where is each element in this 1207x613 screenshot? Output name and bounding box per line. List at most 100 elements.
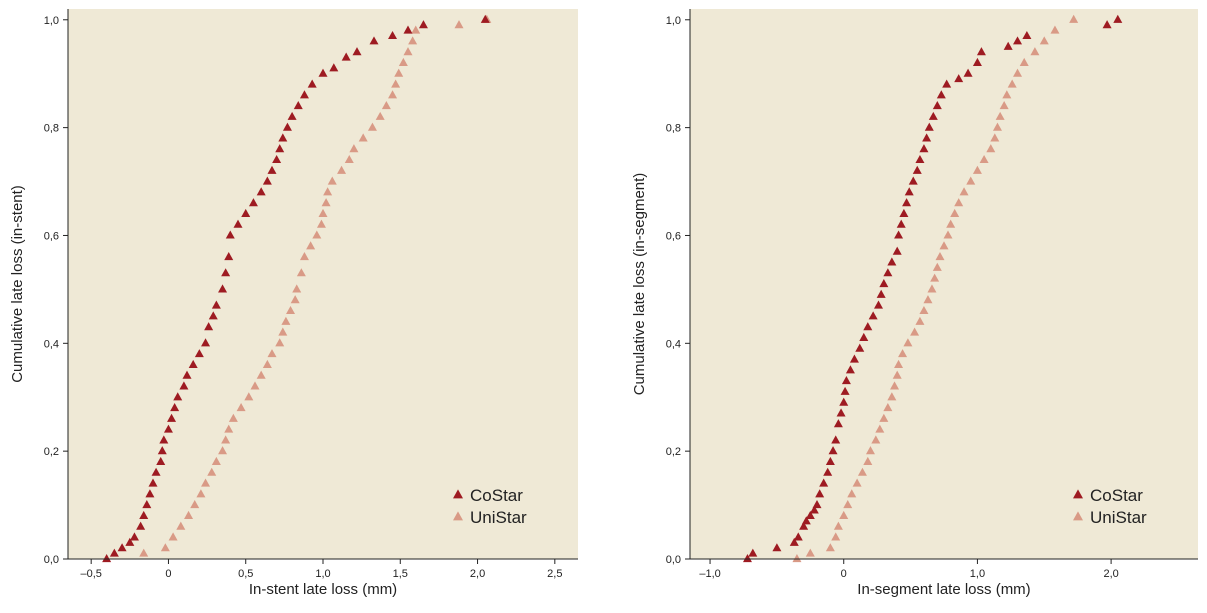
data-point-unistar	[296, 268, 306, 277]
data-point-unistar	[176, 521, 186, 530]
data-point-unistar	[160, 543, 170, 552]
y-tick-label: 0,8	[44, 123, 59, 135]
data-point-costar	[224, 252, 234, 261]
y-tick-label: 0,4	[666, 338, 681, 350]
data-point-costar	[904, 187, 914, 196]
data-point-costar	[928, 111, 938, 120]
data-point-costar	[225, 230, 235, 239]
data-point-costar	[1022, 30, 1032, 40]
data-point-unistar	[278, 327, 288, 336]
x-tick-label: 0	[841, 568, 847, 580]
data-point-unistar	[950, 208, 960, 217]
data-point-unistar	[875, 424, 885, 433]
data-point-unistar	[966, 176, 976, 185]
data-point-costar	[836, 408, 846, 417]
data-point-costar	[805, 510, 815, 519]
data-point-costar	[179, 381, 189, 390]
data-point-costar	[418, 20, 428, 29]
data-point-costar	[272, 154, 282, 164]
data-point-costar	[899, 208, 909, 217]
y-tick-label: 0,8	[666, 123, 681, 135]
data-point-costar	[1102, 20, 1112, 29]
data-point-costar	[849, 354, 859, 363]
data-point-unistar	[871, 435, 881, 444]
y-tick-label: 1,0	[44, 15, 59, 27]
data-point-unistar	[221, 435, 231, 444]
data-point-costar	[142, 500, 152, 509]
y-axis-label: Cumulative late loss (in-segment)	[631, 173, 648, 396]
data-point-unistar	[275, 338, 285, 347]
data-point-costar	[799, 521, 809, 530]
x-tick-label: 2,0	[1103, 568, 1118, 580]
data-point-unistar	[954, 198, 964, 207]
data-point-unistar	[201, 478, 211, 487]
data-point-costar	[1013, 36, 1023, 45]
data-point-unistar	[943, 230, 953, 239]
legend-label-unistar: UniStar	[470, 508, 527, 527]
data-point-unistar	[184, 510, 194, 519]
data-point-unistar	[168, 532, 178, 541]
data-point-costar	[307, 79, 317, 88]
data-point-costar	[293, 101, 303, 110]
data-point-costar	[863, 322, 873, 331]
data-point-costar	[145, 489, 155, 498]
data-point-unistar	[879, 413, 889, 422]
data-point-unistar	[316, 219, 326, 228]
data-point-costar	[887, 257, 897, 266]
data-point-costar	[221, 268, 231, 277]
legend-triangle-icon	[453, 489, 463, 499]
data-point-costar	[233, 219, 243, 228]
data-point-costar	[188, 359, 198, 368]
y-tick-label: 0,0	[666, 554, 681, 566]
legend-marker-costar	[1073, 489, 1083, 499]
x-tick-label: 1,0	[315, 568, 330, 580]
data-point-unistar	[218, 446, 228, 455]
legend-triangle-icon	[1073, 489, 1083, 499]
data-point-costar	[480, 14, 490, 23]
data-point-costar	[801, 516, 811, 525]
data-point-unistar	[986, 144, 996, 153]
data-point-costar	[868, 311, 878, 320]
data-point-unistar	[1050, 25, 1060, 34]
data-point-unistar	[919, 305, 929, 315]
data-point-costar	[109, 548, 119, 557]
data-point-unistar	[318, 208, 328, 217]
data-point-costar	[204, 322, 214, 331]
data-point-costar	[789, 537, 799, 546]
data-point-costar	[922, 133, 932, 142]
data-point-costar	[873, 300, 883, 309]
data-point-unistar	[959, 187, 969, 196]
y-tick-label: 0,6	[44, 230, 59, 242]
data-point-costar	[341, 52, 351, 61]
data-point-costar	[194, 349, 204, 358]
data-point-costar	[828, 446, 838, 455]
data-point-unistar	[323, 187, 333, 196]
data-point-unistar	[292, 284, 302, 293]
y-tick-label: 0,6	[666, 230, 681, 242]
data-point-unistar	[892, 370, 902, 379]
data-point-unistar	[312, 230, 322, 239]
data-point-costar	[855, 343, 865, 352]
data-point-costar	[823, 467, 833, 476]
y-tick-label: 1,0	[666, 15, 681, 27]
data-point-unistar	[375, 111, 385, 120]
y-tick-label: 0,2	[44, 446, 59, 458]
data-point-costar	[403, 25, 413, 34]
legend-label-costar: CoStar	[1090, 486, 1143, 505]
chart-panel-in-stent: –0,5 0 0,5 1,0 1,5 2,0 2,5 0,0 0,2 0,4 0,6 0,8 1,0 I…	[9, 9, 578, 598]
x-tick-label: –0,5	[80, 568, 101, 580]
plot-area	[68, 9, 578, 559]
data-point-costar	[139, 510, 149, 519]
data-point-unistar	[391, 79, 401, 88]
data-point-costar	[840, 386, 850, 395]
data-point-unistar	[403, 47, 413, 56]
data-point-costar	[287, 111, 297, 120]
data-point-costar	[932, 101, 942, 110]
data-point-costar	[159, 435, 169, 444]
data-point-costar	[267, 165, 277, 174]
data-point-unistar	[927, 284, 937, 293]
data-point-unistar	[932, 262, 942, 271]
data-point-unistar	[367, 122, 377, 131]
data-point-costar	[163, 424, 173, 433]
data-point-costar	[329, 63, 339, 72]
